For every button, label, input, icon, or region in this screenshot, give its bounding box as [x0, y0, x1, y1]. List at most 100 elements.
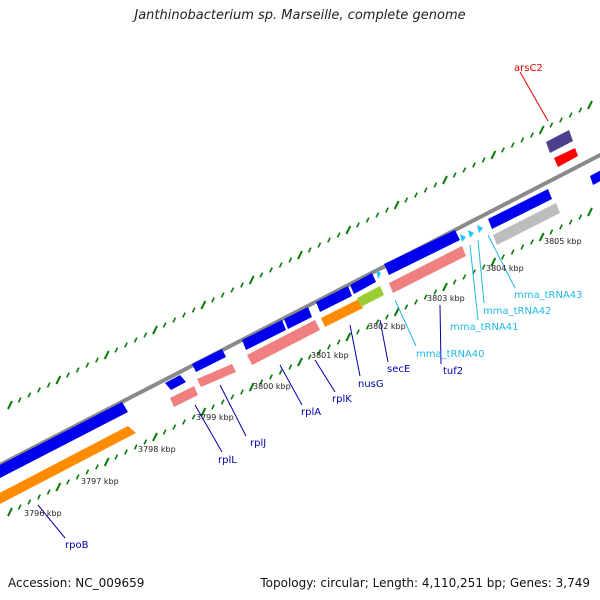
tick-mark [66, 372, 70, 378]
tick-mark [124, 342, 128, 348]
tick-mark [520, 137, 525, 143]
tick-mark [143, 439, 148, 445]
cds-secE-blue [350, 273, 376, 294]
tick-mark [404, 197, 409, 203]
tick-mark [317, 349, 322, 355]
tick-mark [568, 112, 573, 118]
cds-rpoB-orange [0, 426, 136, 504]
tick-mark [520, 244, 525, 250]
tick-mark [559, 117, 563, 123]
cds-nusG-blue [316, 286, 352, 312]
tick-mark [37, 494, 41, 500]
tick-mark [7, 400, 13, 410]
tick-mark [200, 407, 207, 417]
tick-mark [481, 264, 486, 270]
tick-mark [259, 272, 264, 278]
tick-mark [433, 182, 438, 188]
gene-label-mma_tRNA41: mma_tRNA41 [450, 322, 519, 333]
tick-mark [587, 100, 593, 110]
tick-mark [46, 382, 51, 388]
tick-mark [172, 424, 177, 430]
gene-label-rplL: rplL [218, 455, 237, 466]
cds-arsC2-purple [546, 130, 573, 153]
cds-rplA-pink [247, 320, 320, 365]
tick-mark [162, 322, 167, 328]
tick-mark [442, 175, 448, 185]
tick-mark [114, 454, 119, 460]
tick-mark [307, 354, 312, 360]
scale-label-3797: 3797 kbp [81, 477, 119, 486]
tick-mark [288, 364, 293, 370]
tick-mark [490, 150, 497, 160]
tick-mark [385, 207, 389, 213]
tick-mark [85, 469, 90, 475]
tick-mark [393, 200, 400, 210]
tick-mark [578, 107, 583, 113]
tick-mark [211, 404, 215, 410]
tick-mark [375, 319, 380, 325]
upper-tick-track [7, 100, 593, 410]
trna-mma43 [477, 225, 483, 233]
tick-mark [297, 250, 303, 260]
gene-label-rplA: rplA [301, 407, 321, 418]
tick-mark [103, 457, 110, 467]
tick-mark [356, 222, 360, 228]
scale-label-3802: 3802 kbp [368, 322, 406, 331]
tick-mark [404, 304, 409, 310]
tick-mark [172, 317, 177, 323]
tick-mark [336, 232, 341, 238]
tick-mark [297, 357, 303, 367]
tick-mark [433, 289, 438, 295]
tick-mark [559, 224, 563, 230]
genome-backbone [0, 152, 600, 468]
tick-mark [278, 262, 283, 268]
tick-mark [278, 369, 283, 375]
gene-label-mma_tRNA43: mma_tRNA43 [514, 290, 583, 301]
scale-label-3796: 3796 kbp [24, 509, 62, 518]
gene-label-mma_tRNA40: mma_tRNA40 [416, 349, 485, 360]
cds-right-gray [493, 203, 560, 245]
cds-rplJ-pink [197, 364, 236, 387]
tick-mark [336, 339, 341, 345]
tick-mark [143, 332, 148, 338]
tick-mark [327, 237, 331, 243]
tick-mark [55, 375, 62, 385]
tick-mark [182, 312, 186, 318]
scale-label-3804: 3804 kbp [486, 264, 524, 273]
tick-mark [356, 329, 360, 335]
tick-mark [317, 242, 322, 248]
tick-mark [75, 474, 80, 480]
tick-mark [230, 287, 235, 293]
tick-mark [307, 247, 312, 253]
tick-mark [162, 429, 167, 435]
tick-mark [538, 232, 545, 242]
tick-mark [423, 294, 428, 300]
tick-mark [587, 207, 593, 217]
tick-mark [220, 399, 225, 405]
tick-mark [133, 444, 138, 450]
tick-mark [240, 389, 244, 395]
tick-mark [37, 387, 41, 393]
tick-mark [414, 192, 418, 198]
genome-summary: Topology: circular; Length: 4,110,251 bp… [260, 576, 590, 590]
tick-mark [414, 299, 418, 305]
tick-mark [211, 297, 215, 303]
tick-mark [182, 419, 186, 425]
cds-edge-blue [590, 170, 600, 185]
tick-mark [549, 229, 554, 235]
tick-mark [385, 314, 389, 320]
tick-mark [75, 367, 80, 373]
tick-mark [481, 157, 486, 163]
tick-mark [191, 307, 196, 313]
cds-rplL-blue [165, 375, 186, 390]
gene-label-arsC2: arsC2 [514, 63, 543, 74]
gene-labels: rpoB rplL rplJ rplA rplK nusG secE tuf2 … [65, 63, 583, 551]
tick-mark [95, 357, 99, 363]
cds-arsC2-red [554, 148, 578, 167]
trna-mma42 [468, 230, 474, 238]
tick-mark [423, 187, 428, 193]
cds-rplJ-blue [192, 349, 226, 372]
tick-mark [568, 219, 573, 225]
tick-mark [220, 292, 225, 298]
tick-mark [17, 504, 22, 510]
